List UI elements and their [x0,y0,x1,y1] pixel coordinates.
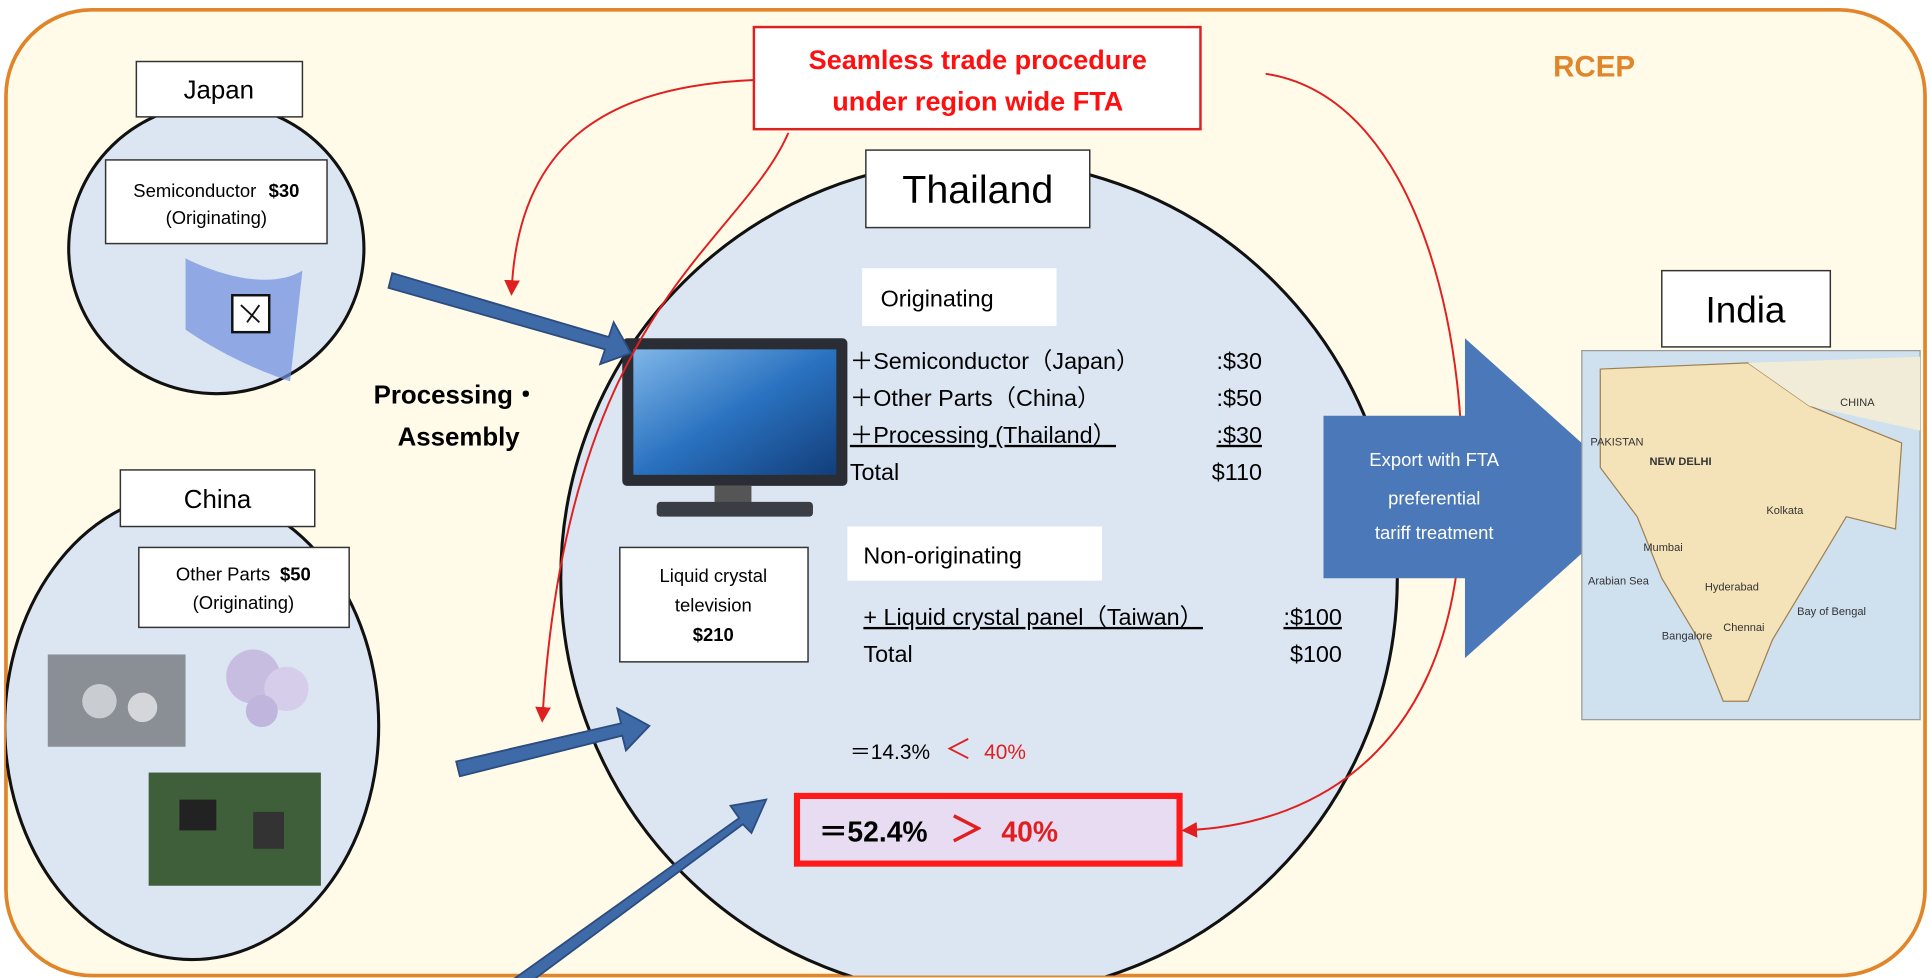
china-item: Other Parts [176,564,270,585]
ratio-sign: ＞ [950,811,984,849]
china-item-line: Other Parts $50 [176,564,311,585]
map-label: PAKISTAN [1590,436,1643,448]
map-label: Mumbai [1643,542,1682,554]
row-label: ＋Semiconductor（Japan） [850,348,1140,374]
japan-label: Japan [184,76,254,104]
rcep-label: RCEP [1553,50,1635,83]
processing-line: Processing・ [374,382,539,410]
product-line: television [675,594,752,615]
japan-item-box [106,160,327,244]
map-label: Chennai [1723,622,1764,634]
export-line: tariff treatment [1375,522,1494,543]
ratio-value: ＝14.3% [850,741,930,764]
row-label: Total [863,641,912,667]
japan-status: (Originating) [166,207,267,228]
map-label: NEW DELHI [1649,456,1711,468]
map-label: Kolkata [1766,505,1804,517]
row-label: ＋Other Parts（China） [850,385,1101,411]
banner-line: Seamless trade procedure [809,45,1147,75]
row-amount: :$30 [1217,348,1262,374]
japan-price: $30 [269,180,300,201]
japan-item-line: Semiconductor $30 [133,180,299,201]
row-label: Total [850,459,899,485]
originating-header: Originating [881,285,994,311]
ratio-value: ＝52.4% [819,815,927,847]
map-label: Arabian Sea [1588,575,1650,587]
ratio-threshold: 40% [1001,815,1058,847]
india-label: India [1705,289,1785,330]
china-status: (Originating) [193,592,294,613]
japan-item: Semiconductor [133,180,256,201]
export-line: Export with FTA [1369,449,1499,470]
map-label: Hyderabad [1705,581,1759,593]
banner-line: under region wide FTA [832,87,1123,117]
row-amount: $100 [1290,641,1342,667]
china-label: China [184,486,252,514]
row-label: + Liquid crystal panel（Taiwan） [863,604,1203,630]
row-amount: :$100 [1283,604,1341,630]
row-amount: :$50 [1217,385,1262,411]
page: { "region": "RCEP", "banner": {"lines": … [0,0,1931,978]
processing-line: Assembly [398,423,521,451]
ratio-sign: ＜ [945,735,972,765]
export-line: preferential [1388,487,1480,508]
row-label: ＋Processing (Thailand） [850,422,1116,448]
product-line: Liquid crystal [660,565,768,586]
row-amount: :$30 [1217,422,1262,448]
china-item-box [139,547,349,627]
china-price: $50 [280,564,311,585]
row-amount: $110 [1212,459,1262,485]
thailand-label: Thailand [902,168,1053,212]
japan-circle [69,103,364,393]
map-label: Bangalore [1662,631,1712,643]
ratio-threshold: 40% [984,741,1026,764]
map-label: CHINA [1840,397,1875,409]
diagram: RCEP Japan Semiconductor $30 (Originating… [0,0,1931,978]
india-map: CHINA NEW DELHI Mumbai Kolkata Hyderabad… [1582,351,1920,720]
product-price: $210 [693,624,734,645]
non-originating-header: Non-originating [863,542,1021,568]
map-label: Bay of Bengal [1797,606,1866,618]
